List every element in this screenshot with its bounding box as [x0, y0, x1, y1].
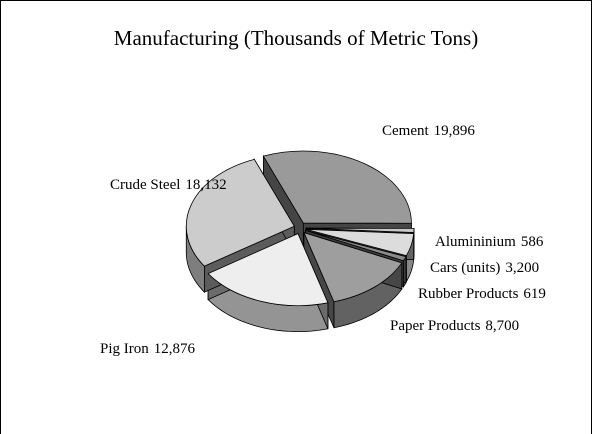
slice-label: Cars (units) 3,200	[430, 260, 539, 276]
slice-label: Rubber Products 619	[418, 286, 546, 302]
slice-value: 18,132	[185, 177, 226, 193]
pie-labels: Cement 19,896 Alumininium 586 Cars (units) 3,…	[100, 123, 546, 357]
slice-value: 8,700	[485, 318, 519, 334]
slice-value: 12,876	[154, 341, 196, 357]
slice-value: 586	[521, 234, 544, 250]
slice-category: Cars (units)	[430, 260, 500, 276]
slice-label: Crude Steel 18,132	[110, 177, 227, 193]
slice	[185, 158, 295, 267]
slice-value: 3,200	[505, 260, 539, 276]
slice-value: 619	[523, 286, 546, 302]
slice	[262, 150, 412, 224]
slice	[305, 227, 415, 233]
slice	[207, 233, 329, 306]
slice-label: Pig Iron 12,876	[100, 341, 196, 357]
chart-title: Manufacturing (Thousands of Metric Tons)	[114, 26, 478, 50]
slice	[305, 229, 407, 262]
slice-value: 19,896	[434, 123, 476, 139]
slice-label: Alumininium 586	[435, 234, 544, 250]
slice-category: Rubber Products	[418, 286, 519, 302]
slice-category: Paper Products	[390, 318, 481, 334]
slice-category: Crude Steel	[110, 177, 180, 193]
slice	[303, 231, 403, 303]
slice-category: Cement	[382, 123, 429, 139]
slice-category: Pig Iron	[100, 341, 149, 357]
slice-label: Paper Products 8,700	[390, 318, 519, 334]
slice	[305, 228, 415, 257]
slice-category: Alumininium	[435, 234, 516, 250]
pie-tops	[185, 150, 415, 306]
slice-label: Cement 19,896	[382, 123, 475, 139]
